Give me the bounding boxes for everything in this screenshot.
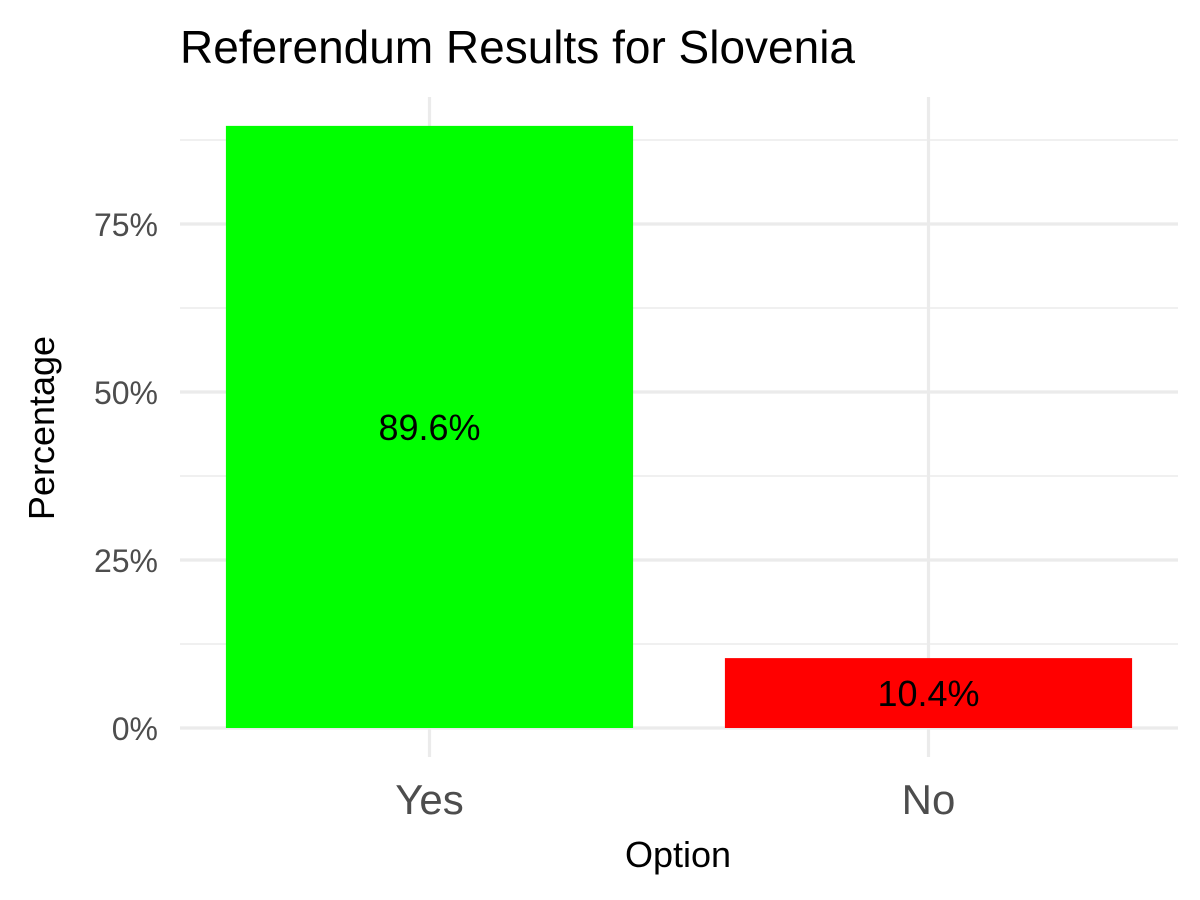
y-tick-label: 0% — [112, 711, 158, 747]
y-tick-label: 50% — [94, 375, 158, 411]
bar-no — [724, 658, 1133, 728]
x-axis-title: Option — [625, 834, 731, 875]
y-tick-label: 25% — [94, 543, 158, 579]
bars — [225, 125, 1133, 728]
x-axis-ticks: Yes No — [395, 776, 955, 823]
bar-value-label: 89.6% — [378, 407, 480, 448]
y-tick-label: 75% — [94, 207, 158, 243]
chart-title: Referendum Results for Slovenia — [180, 21, 855, 73]
bar-value-labels: 89.6% 10.4% — [378, 407, 979, 714]
x-tick-label: No — [902, 776, 956, 823]
y-axis-title: Percentage — [21, 336, 62, 520]
bar-value-label: 10.4% — [877, 673, 979, 714]
bar-yes — [225, 125, 634, 728]
y-axis-ticks: 0% 25% 50% 75% — [94, 207, 158, 747]
x-tick-label: Yes — [395, 776, 464, 823]
